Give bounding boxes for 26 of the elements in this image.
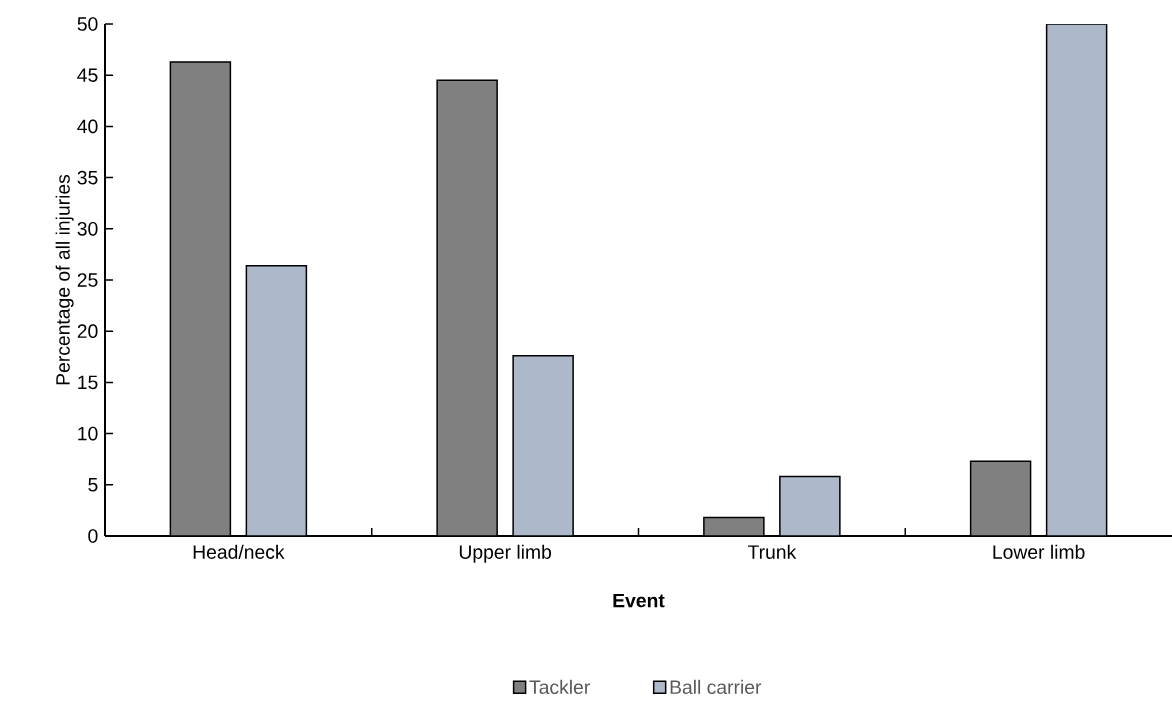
y-tick-label: 0: [88, 529, 98, 543]
bar: [169, 61, 232, 536]
legend-label: Ball carrier: [670, 679, 762, 695]
y-axis-title: Percentage of all injuries: [55, 174, 74, 385]
y-tick-label: 15: [78, 375, 98, 390]
bar: [969, 460, 1032, 536]
y-tick-label: 25: [77, 273, 98, 287]
x-tick-label: Upper limb: [459, 544, 552, 563]
bar: [245, 264, 308, 536]
legend-label: Tackler: [529, 679, 590, 695]
y-tick-label: 35: [77, 170, 98, 185]
y-tick-label: 5: [88, 478, 98, 492]
y-tick-label: 45: [77, 68, 98, 82]
x-tick-label: Trunk: [747, 544, 797, 559]
x-axis-title: Event: [613, 593, 665, 608]
bar: [1045, 24, 1108, 536]
bar: [512, 355, 574, 536]
x-tick-label: Head/neck: [193, 544, 285, 559]
y-tick-label: 50: [77, 17, 98, 31]
y-tick-label: 20: [77, 324, 98, 339]
y-tick-label: 30: [77, 221, 98, 236]
x-tick-label: Lower limb: [993, 544, 1085, 559]
bar: [779, 475, 841, 536]
y-tick-label: 10: [78, 426, 98, 441]
bar: [436, 79, 498, 536]
y-tick-label: 40: [77, 119, 98, 134]
